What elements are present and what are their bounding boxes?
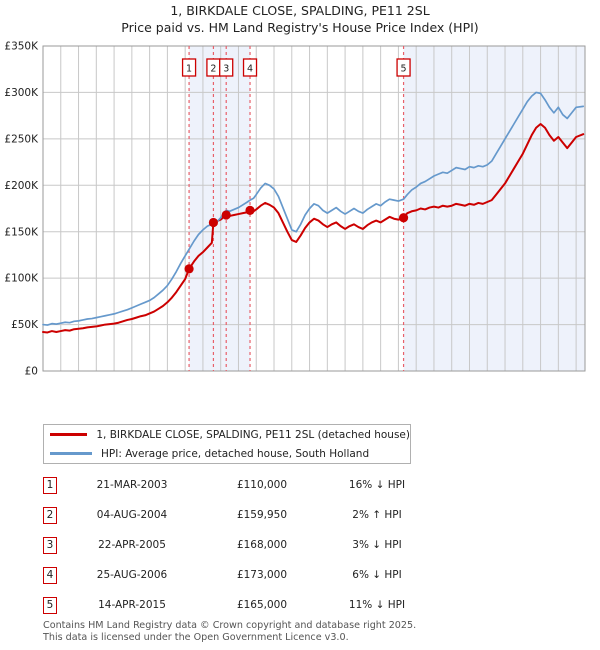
price-paid-line (42, 123, 585, 334)
sale-marker-number: 4 (247, 63, 253, 74)
table-row: 3 22-APR-2005 £168,000 3% ↓ HPI (43, 530, 563, 560)
sale-point-marker[interactable] (221, 210, 231, 220)
chart-shaded-band (189, 46, 251, 371)
sale-hpi-delta: 16% ↓ HPI (348, 479, 406, 491)
sale-date: 04-AUG-2004 (96, 509, 168, 521)
sale-hpi-delta: 2% ↑ HPI (352, 509, 402, 521)
sale-point-marker[interactable] (245, 205, 255, 215)
sale-marker-number: 2 (210, 63, 216, 74)
chart-svg: £0£50K£100K£150K£200K£250K£300K£350K1995… (4, 41, 586, 376)
y-axis-tick-label: £250K (4, 133, 39, 145)
chart-legend: 1, BIRKDALE CLOSE, SPALDING, PE11 2SL (d… (43, 424, 411, 464)
sale-marker-number: 5 (401, 63, 407, 74)
legend-label-hpi: HPI: Average price, detached house, Sout… (101, 447, 370, 460)
y-axis-tick-label: £200K (4, 180, 39, 192)
page-title: 1, BIRKDALE CLOSE, SPALDING, PE11 2SL Pr… (0, 2, 600, 36)
sale-price: £173,000 (236, 569, 288, 581)
y-axis-tick-label: £350K (4, 41, 39, 53)
legend-label-price: 1, BIRKDALE CLOSE, SPALDING, PE11 2SL (d… (96, 428, 410, 441)
sale-price: £159,950 (236, 509, 288, 521)
sale-marker-number: 1 (186, 63, 192, 74)
sale-price: £165,000 (236, 599, 288, 611)
sale-date: 25-AUG-2006 (96, 569, 168, 581)
sale-marker-box[interactable] (242, 58, 258, 77)
plot-area-border (42, 45, 586, 372)
sale-point-marker[interactable] (398, 213, 409, 223)
sale-marker-number: 3 (223, 63, 229, 74)
sale-index-badge: 5 (43, 596, 57, 614)
title-line-2: Price paid vs. HM Land Registry's House … (121, 20, 479, 35)
sale-price: £110,000 (236, 479, 288, 491)
y-axis-tick-label: £300K (4, 87, 39, 99)
footer-line-1: Contains HM Land Registry data © Crown c… (43, 620, 417, 631)
legend-item-price: 1, BIRKDALE CLOSE, SPALDING, PE11 2SL (d… (44, 425, 410, 444)
title-line-1: 1, BIRKDALE CLOSE, SPALDING, PE11 2SL (170, 3, 430, 18)
sale-hpi-delta: 6% ↓ HPI (352, 569, 402, 581)
sale-date: 22-APR-2005 (98, 539, 166, 551)
sale-point-marker[interactable] (184, 264, 194, 274)
footer-line-2: This data is licensed under the Open Gov… (43, 631, 349, 643)
sale-index-badge: 2 (43, 506, 57, 524)
sale-hpi-delta: 11% ↓ HPI (348, 599, 406, 611)
chart-shaded-band (403, 46, 585, 371)
y-axis-tick-label: £0 (25, 366, 38, 376)
footer-attribution: Contains HM Land Registry data © Crown c… (43, 620, 583, 643)
table-row: 2 04-AUG-2004 £159,950 2% ↑ HPI (43, 500, 563, 530)
sale-index-badge: 1 (43, 476, 57, 494)
table-row: 5 14-APR-2015 £165,000 11% ↓ HPI (43, 590, 563, 620)
table-row: 4 25-AUG-2006 £173,000 6% ↓ HPI (43, 560, 563, 590)
sale-date: 21-MAR-2003 (96, 479, 168, 491)
sale-marker-box[interactable] (219, 58, 234, 77)
sale-marker-box[interactable] (396, 58, 411, 77)
legend-swatch-hpi (50, 452, 92, 455)
y-axis-tick-label: £100K (4, 273, 39, 285)
sales-table: 1 21-MAR-2003 £110,000 16% ↓ HPI 2 04-AUG-200… (43, 470, 563, 620)
hpi-average-line (42, 91, 585, 326)
sale-index-badge: 4 (43, 566, 57, 584)
y-axis-tick-label: £50K (11, 319, 39, 331)
sale-index-badge: 3 (43, 536, 57, 554)
sale-price: £168,000 (236, 539, 288, 551)
sale-point-marker[interactable] (208, 217, 219, 228)
sale-marker-box[interactable] (181, 58, 197, 77)
y-axis-tick-label: £150K (4, 226, 39, 238)
sale-date: 14-APR-2015 (98, 599, 166, 611)
legend-swatch-price (50, 433, 88, 436)
legend-item-hpi: HPI: Average price, detached house, Sout… (44, 444, 410, 463)
table-row: 1 21-MAR-2003 £110,000 16% ↓ HPI (43, 470, 563, 500)
sale-hpi-delta: 3% ↓ HPI (352, 539, 402, 551)
price-chart: £0£50K£100K£150K£200K£250K£300K£350K1995… (0, 40, 600, 376)
